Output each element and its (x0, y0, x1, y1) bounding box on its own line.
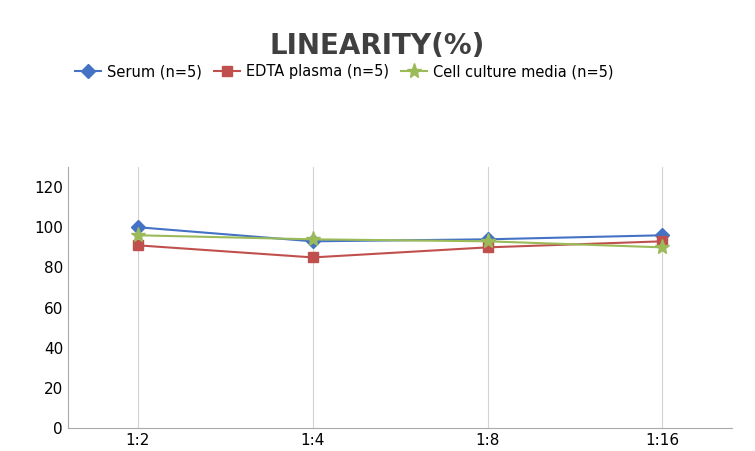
Serum (n=5) (308, 239, 317, 244)
Cell culture media (n=5) (308, 237, 317, 242)
EDTA plasma (n=5) (308, 255, 317, 260)
Legend: Serum (n=5), EDTA plasma (n=5), Cell culture media (n=5): Serum (n=5), EDTA plasma (n=5), Cell cul… (76, 64, 613, 79)
Cell culture media (n=5) (483, 239, 492, 244)
Line: Serum (n=5): Serum (n=5) (133, 222, 667, 246)
Line: EDTA plasma (n=5): EDTA plasma (n=5) (133, 236, 667, 262)
Cell culture media (n=5) (658, 244, 667, 250)
Serum (n=5) (134, 225, 143, 230)
Text: LINEARITY(%): LINEARITY(%) (270, 32, 485, 60)
Serum (n=5) (658, 233, 667, 238)
EDTA plasma (n=5) (658, 239, 667, 244)
Serum (n=5) (483, 237, 492, 242)
Line: Cell culture media (n=5): Cell culture media (n=5) (131, 228, 670, 255)
Cell culture media (n=5) (134, 233, 143, 238)
EDTA plasma (n=5) (134, 243, 143, 248)
EDTA plasma (n=5) (483, 244, 492, 250)
